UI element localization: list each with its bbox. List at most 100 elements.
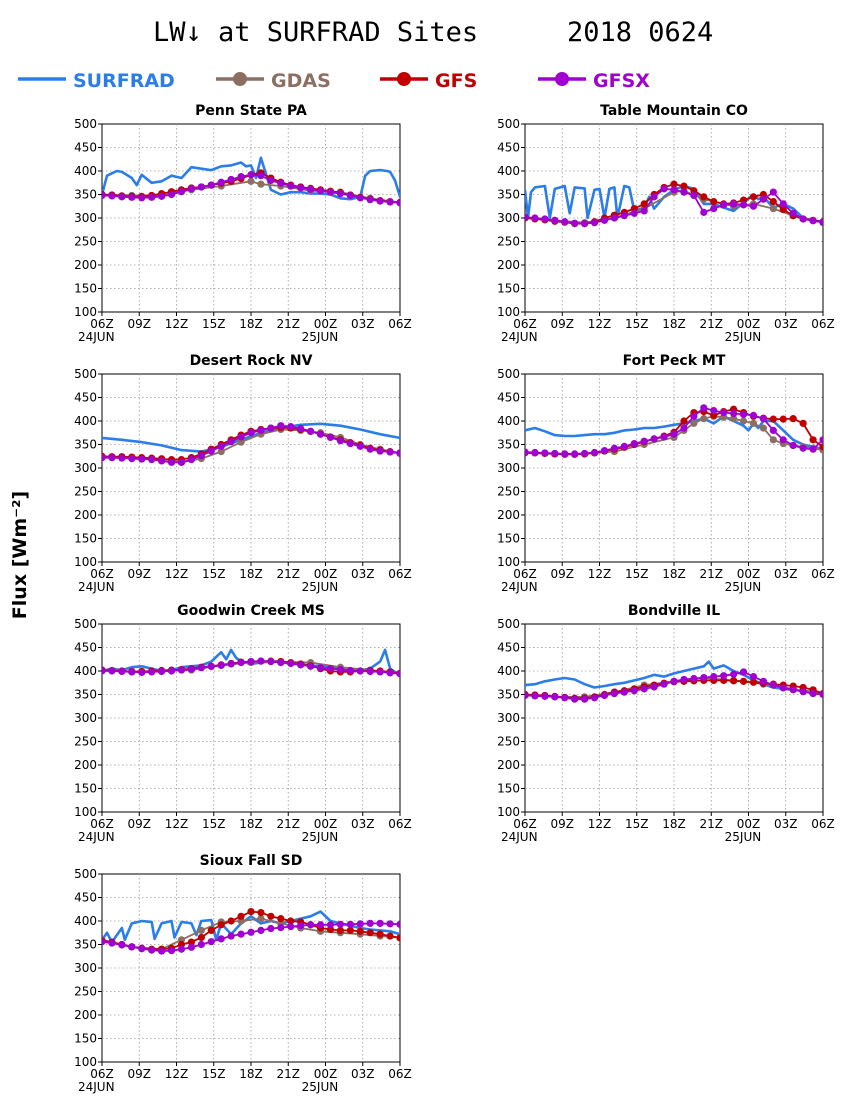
series-marker-gdas (700, 415, 708, 423)
series-marker-gfsx (257, 926, 265, 935)
series-marker-gfsx (267, 176, 275, 184)
panel-title: Sioux Fall SD (200, 853, 303, 869)
x-date-label: 24JUN (501, 830, 538, 844)
series-marker-gfsx (346, 666, 354, 675)
x-tick-label: 12Z (588, 317, 612, 331)
y-tick-label: 150 (497, 532, 520, 546)
series-marker-gfsx (356, 920, 364, 928)
y-tick-label: 350 (497, 188, 520, 202)
x-tick-label: 15Z (202, 567, 226, 581)
series-marker-gfsx (630, 439, 638, 448)
x-tick-label: 15Z (625, 567, 649, 581)
series-marker-gfsx (326, 433, 335, 442)
series-marker-gfsx (710, 205, 718, 213)
series-marker-gfsx (640, 685, 648, 693)
series-marker-gfsx (531, 692, 539, 700)
series-marker-gfsx (227, 932, 235, 940)
series-marker-gfs (670, 180, 678, 188)
series-marker-gfsx (326, 665, 335, 673)
series-marker-gfsx (739, 201, 748, 209)
series-marker-gfsx (551, 693, 559, 701)
series-marker-gfsx (197, 452, 205, 460)
series-marker-gfsx (158, 457, 166, 465)
series-marker-gfsx (769, 681, 777, 689)
series-marker-gfsx (287, 423, 295, 431)
series-marker-gfsx (297, 184, 305, 192)
series-marker-gfsx (610, 214, 619, 222)
y-tick-label: 400 (497, 664, 520, 678)
series-marker-gfs (819, 443, 823, 451)
series-marker-gfsx (366, 196, 374, 204)
x-tick-label: 12Z (165, 817, 189, 831)
series-marker-gfsx (541, 449, 549, 457)
y-tick-label: 100 (497, 805, 520, 819)
series-marker-gfsx (177, 188, 186, 196)
series-marker-gdas (247, 177, 255, 185)
series-marker-gfsx (561, 218, 569, 226)
panel-title: Fort Peck MT (623, 353, 726, 369)
series-marker-gfsx (158, 192, 166, 200)
series-marker-gfsx (167, 667, 176, 675)
series-marker-gfsx (710, 673, 718, 681)
x-tick-label: 00Z (314, 317, 338, 331)
series-marker-gfsx (386, 448, 394, 456)
x-tick-label: 06Z (90, 817, 114, 831)
series-marker-gfsx (197, 183, 205, 191)
series-marker-gfsx (138, 668, 146, 677)
series-marker-gfsx (525, 691, 529, 700)
series-marker-gfs (346, 926, 354, 935)
series-marker-gfsx (237, 173, 245, 181)
series-marker-gfsx (187, 185, 195, 193)
x-date-label: 24JUN (501, 580, 538, 594)
series-marker-gfsx (207, 662, 215, 670)
series-marker-gfsx (316, 187, 325, 195)
series-marker-gfsx (660, 433, 668, 441)
panel-title: Bondville IL (628, 603, 720, 619)
series-marker-gfsx (640, 207, 648, 215)
series-marker-gfsx (102, 667, 106, 675)
series-marker-gfsx (326, 921, 335, 929)
series-marker-gfsx (277, 923, 285, 932)
y-tick-label: 200 (497, 508, 520, 522)
series-group (102, 156, 400, 207)
series-marker-gfsx (356, 194, 364, 202)
series-marker-gfsx (759, 677, 768, 685)
legend-item-gdas: GDAS (216, 70, 331, 92)
y-tick-label: 450 (497, 641, 520, 655)
series-marker-gdas (739, 417, 748, 425)
series-marker-gdas (217, 447, 225, 456)
series-marker-gfsx (177, 458, 186, 466)
panel-fort-peck-mt: 100 150 200 250 300 350 400 450 500 06Z 09Z 12Z 15Z 1… (497, 353, 835, 594)
series-marker-gfs (710, 197, 718, 206)
series-marker-gfsx (217, 935, 225, 943)
series-group (102, 908, 400, 955)
series-marker-gfsx (769, 426, 777, 434)
series-marker-gfsx (650, 435, 658, 443)
series-marker-gfsx (257, 657, 265, 665)
series-marker-gfsx (590, 219, 599, 227)
series-marker-gfsx (739, 668, 748, 676)
series-marker-gfs (779, 415, 787, 423)
series-marker-gfsx (620, 688, 628, 696)
y-tick-label: 350 (74, 188, 97, 202)
y-tick-label: 300 (74, 461, 97, 475)
y-tick-label: 450 (74, 891, 97, 905)
series-marker-gfsx (128, 193, 136, 201)
series-marker-gfsx (749, 673, 758, 681)
series-marker-gfsx (316, 664, 325, 672)
series-marker-gfsx (759, 195, 768, 203)
y-tick-label: 350 (74, 438, 97, 452)
series-marker-gfsx (769, 188, 777, 196)
series-marker-gfsx (700, 208, 708, 216)
x-date-label: 25JUN (725, 580, 762, 594)
series-marker-gfsx (187, 943, 195, 951)
series-marker-gfsx (680, 424, 688, 432)
series-marker-gfsx (690, 412, 698, 420)
series-marker-gdas (257, 915, 265, 923)
series-marker-gfsx (227, 660, 235, 668)
series-marker-gfs (779, 205, 787, 214)
series-marker-gfsx (376, 919, 384, 927)
y-tick-label: 500 (497, 117, 520, 131)
series-marker-gfs (277, 915, 285, 923)
x-tick-label: 21Z (277, 817, 301, 831)
